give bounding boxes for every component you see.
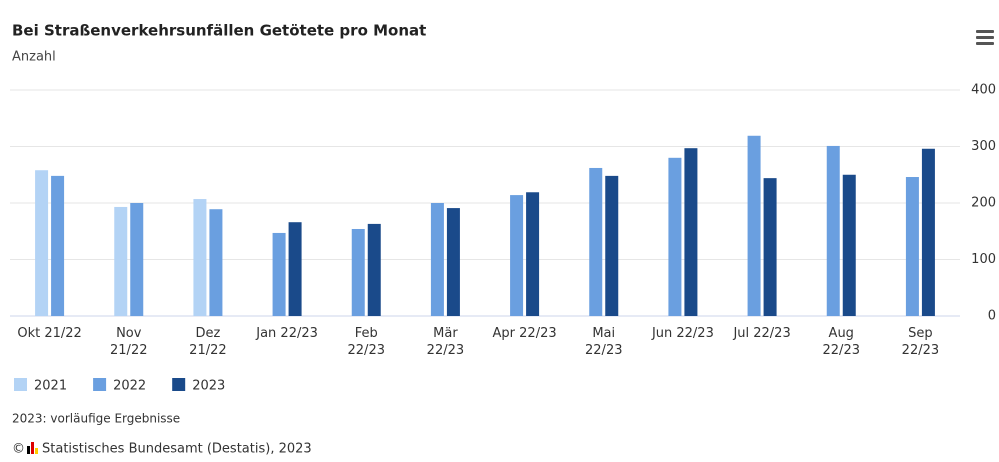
bar xyxy=(367,223,381,316)
x-tick-label: Mär 22/23 xyxy=(426,326,465,358)
x-tick-label: Jun 22/23 xyxy=(651,326,714,341)
bar xyxy=(209,209,223,316)
bar xyxy=(510,195,524,316)
y-tick-label: 200 xyxy=(971,196,996,211)
bar xyxy=(684,148,698,316)
bar xyxy=(114,206,128,316)
x-tick-label: Dez 21/22 xyxy=(189,326,227,358)
bar xyxy=(668,157,682,316)
x-tick-label: Mai 22/23 xyxy=(585,326,623,358)
bar xyxy=(826,145,840,316)
legend-swatch xyxy=(172,378,186,391)
bar xyxy=(921,148,935,316)
chart-subtitle: Anzahl xyxy=(12,50,56,65)
logo xyxy=(27,442,38,454)
x-tick-label: Nov 21/22 xyxy=(110,326,148,358)
bar xyxy=(905,177,919,316)
y-tick-label: 100 xyxy=(971,252,996,267)
legend-swatch xyxy=(14,378,27,391)
y-tick-label: 0 xyxy=(988,309,996,324)
bar xyxy=(446,208,460,316)
x-tick-label: Jan 22/23 xyxy=(256,326,318,341)
bar xyxy=(272,232,286,316)
bar xyxy=(589,167,603,316)
x-tick-label: Aug 22/23 xyxy=(822,326,860,358)
bar xyxy=(763,178,777,316)
x-tick-label: Apr 22/23 xyxy=(492,326,557,341)
bar xyxy=(130,203,144,316)
bar xyxy=(193,199,207,316)
x-tick-label: Feb 22/23 xyxy=(347,326,385,358)
y-tick-label: 300 xyxy=(971,139,996,154)
y-tick-label: 400 xyxy=(971,83,996,98)
bar xyxy=(605,175,619,316)
bar xyxy=(842,174,856,316)
bar xyxy=(747,135,761,316)
source: Statistisches Bundesamt (Destatis), 2023 xyxy=(42,442,312,457)
x-tick-label: Jul 22/23 xyxy=(733,326,791,341)
bar xyxy=(51,175,65,316)
copyright: © xyxy=(12,442,25,457)
x-tick-label: Sep 22/23 xyxy=(901,326,940,358)
bar xyxy=(526,192,540,316)
legend-swatch xyxy=(93,378,107,391)
bar xyxy=(35,170,49,316)
legend-label: 2021 xyxy=(34,379,67,394)
legend-label: 2023 xyxy=(192,379,225,394)
menu-icon[interactable] xyxy=(976,30,994,45)
legend-label: 2022 xyxy=(113,379,146,394)
chart-title: Bei Straßenverkehrsunfällen Getötete pro… xyxy=(12,22,426,40)
note: 2023: vorläufige Ergebnisse xyxy=(12,412,180,426)
bar xyxy=(351,228,365,316)
x-tick-label: Okt 21/22 xyxy=(17,326,82,341)
bar xyxy=(288,222,302,316)
bar xyxy=(430,203,444,316)
